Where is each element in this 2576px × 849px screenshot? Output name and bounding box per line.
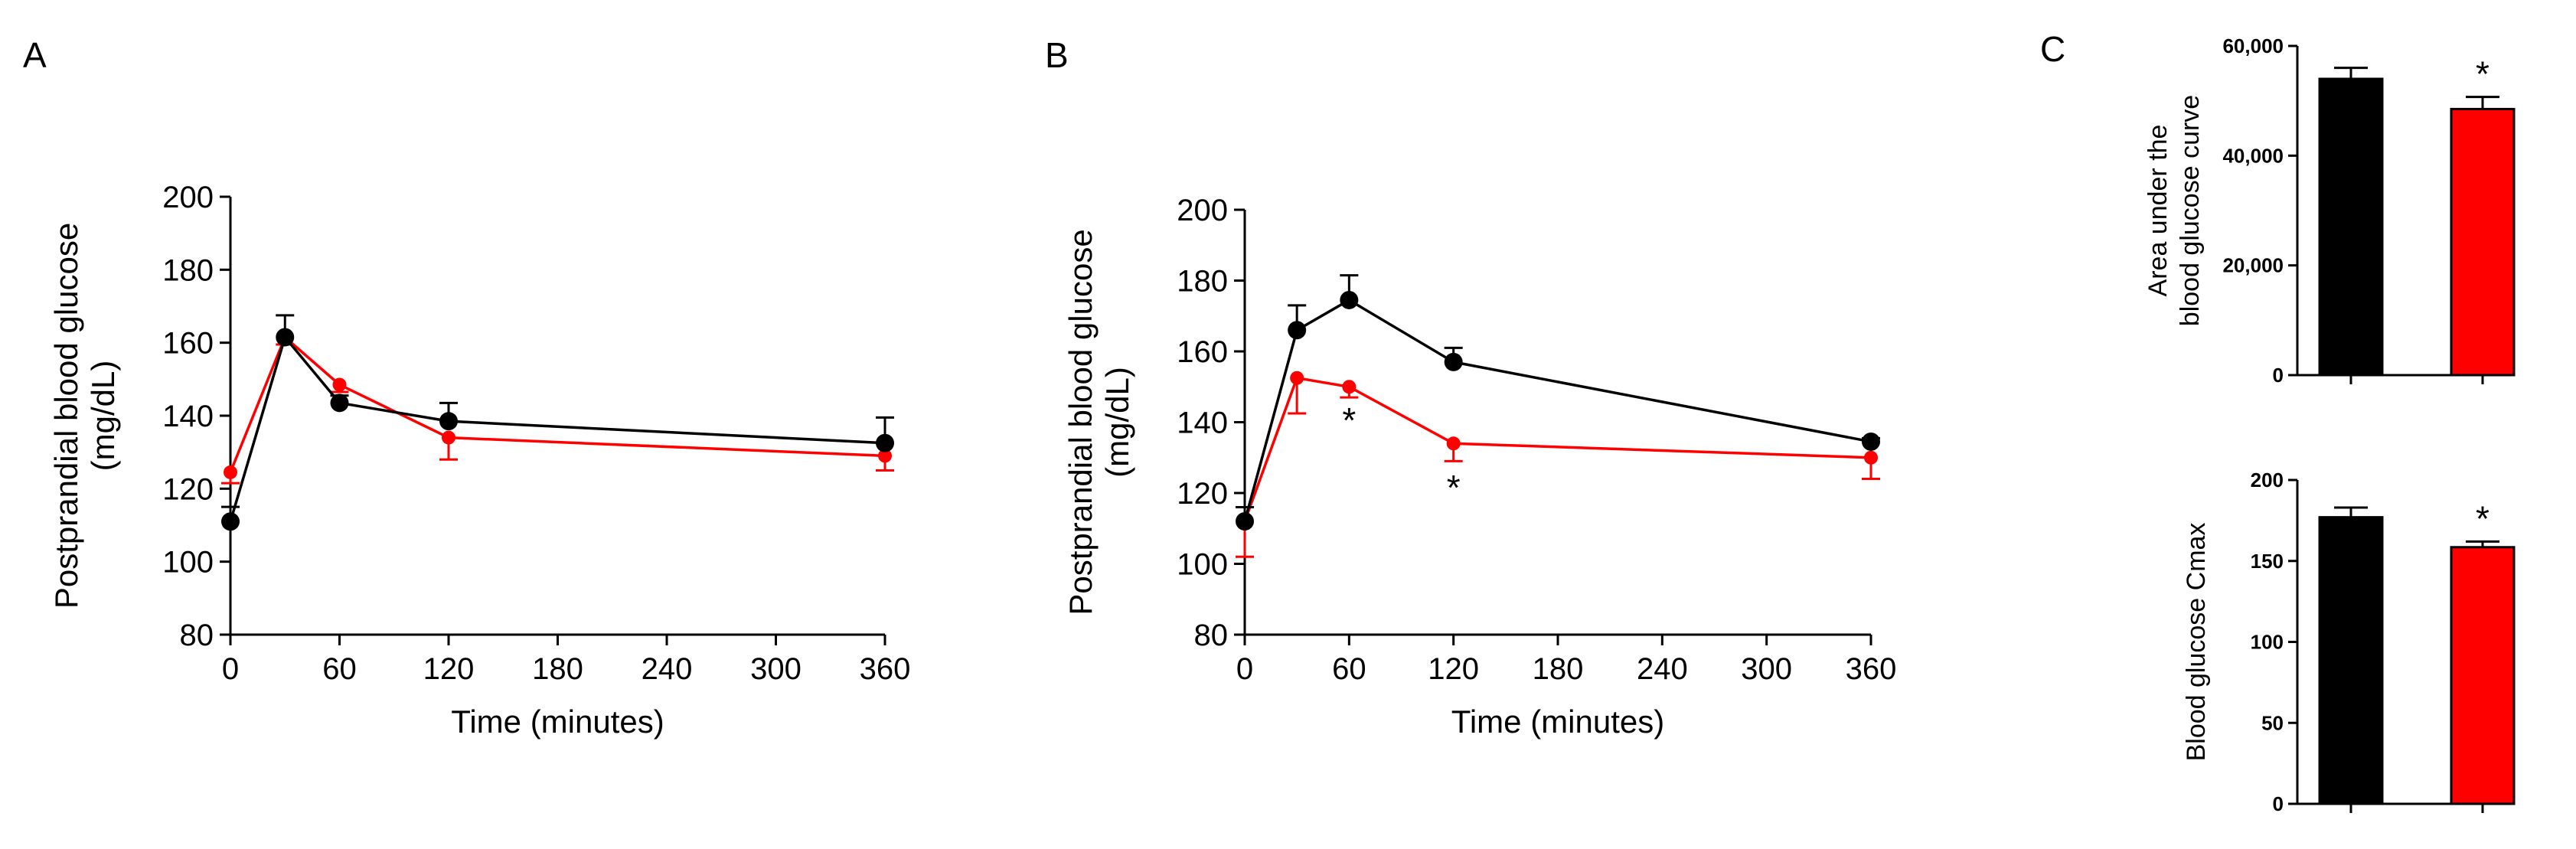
y-tick-label: 50 [2261,711,2284,734]
y-axis-label-line: Postprandial blood glucose [1063,229,1099,615]
significance-marker: * [2476,54,2489,94]
y-tick-label: 100 [1177,548,1228,582]
y-tick-label: 100 [2251,631,2284,654]
y-axis-label-line: (mg/dL) [85,361,121,472]
y-tick-label: 160 [1177,335,1228,369]
x-tick-label: 0 [222,652,239,686]
y-axis-label-line: Area under the [2143,125,2173,297]
y-axis-label-line: Blood glucose Cmax [2182,523,2211,762]
x-tick-label: 300 [750,652,802,686]
data-point-control [276,328,295,347]
series-line-treatment [229,335,886,473]
y-tick-label: 120 [1177,477,1228,511]
y-tick-label: 200 [162,181,214,214]
y-tick-label: 120 [162,472,214,506]
data-point-control [1340,290,1359,309]
panel-label-a: A [23,35,47,75]
series-line-treatment [1243,376,1872,522]
data-point-control [876,433,894,452]
x-tick-label: 300 [1741,652,1792,686]
chart-b-line: 80 100 120 140 160 180 200 0 60 120 180 240 300 360 Ti… [1063,194,1896,740]
significance-marker: * [1342,400,1356,440]
x-axis-label: Time (minutes) [451,704,664,740]
x-tick-label: 360 [1846,652,1897,686]
bar-control [2318,516,2384,805]
data-point-treatment [1446,436,1461,451]
data-point-control [1288,321,1307,340]
data-point-control [330,393,349,413]
y-tick-label: 60,000 [2222,34,2284,57]
y-tick-label: 140 [162,400,214,433]
y-tick-label: 140 [1177,407,1228,440]
x-tick-label: 180 [1533,652,1584,686]
bar-treatment [2450,107,2516,377]
y-tick-label: 80 [1194,619,1229,652]
data-point-treatment [332,377,347,392]
y-tick-label: 180 [1177,265,1228,299]
y-axis-label-line: Postprandial blood glucose [48,223,84,609]
series-line-control [1243,298,1872,522]
data-point-control [439,412,458,431]
data-point-control [221,512,240,531]
y-tick-label: 150 [2251,550,2284,573]
y-tick-label: 40,000 [2222,144,2284,167]
y-tick-label: 180 [162,253,214,287]
chart-c-cmax-bar: 0 50 100 150 200 Blood glucose Cmax * [2182,469,2516,815]
x-tick-label: 0 [1236,652,1253,686]
panel-label-b: B [1045,35,1069,75]
x-tick-label: 120 [1428,652,1479,686]
y-tick-label: 160 [162,327,214,361]
data-point-treatment [442,430,455,445]
series-line-control [229,334,886,522]
x-tick-label: 120 [423,652,475,686]
data-point-treatment [878,449,892,463]
data-point-treatment [1864,450,1878,465]
y-axis-label: Postprandial blood glucose(mg/dL) [48,223,121,609]
x-tick-label: 180 [532,652,583,686]
chart-a-line: 80 100 120 140 160 180 200 0 60 120 180 240 300 360 Ti… [48,181,910,740]
data-point-control [1444,352,1463,371]
data-point-control [1862,432,1880,451]
x-tick-label: 60 [322,652,357,686]
y-tick-label: 0 [2273,364,2284,387]
significance-marker: * [2476,498,2489,538]
significance-marker: * [1447,468,1461,508]
x-tick-label: 240 [642,652,693,686]
y-tick-label: 0 [2273,792,2284,815]
bar-treatment [2450,546,2516,805]
x-axis-label: Time (minutes) [1451,704,1664,740]
y-axis-label: Postprandial blood glucose(mg/dL) [1063,229,1135,615]
y-axis-label-line: (mg/dL) [1099,367,1135,478]
y-tick-label: 80 [180,619,214,652]
chart-c-auc-bar: 0 20,000 40,000 60,000 Area under the blood g… [2143,34,2516,387]
data-point-control [1236,512,1254,531]
y-tick-label: 200 [2251,469,2284,491]
panel-label-c: C [2040,29,2065,69]
y-axis-label: Blood glucose Cmax [2182,523,2211,762]
bar-control [2318,77,2384,377]
data-point-treatment [1342,380,1357,394]
y-tick-label: 100 [162,546,214,580]
x-tick-label: 60 [1332,652,1366,686]
y-axis-label: Area under the blood glucose curve [2143,95,2205,326]
y-axis-label-line: blood glucose curve [2176,95,2205,326]
data-point-treatment [224,465,237,479]
y-tick-label: 20,000 [2222,254,2284,277]
y-tick-label: 200 [1177,194,1228,227]
x-tick-label: 240 [1637,652,1688,686]
data-point-treatment [1290,371,1304,385]
x-tick-label: 360 [860,652,911,686]
